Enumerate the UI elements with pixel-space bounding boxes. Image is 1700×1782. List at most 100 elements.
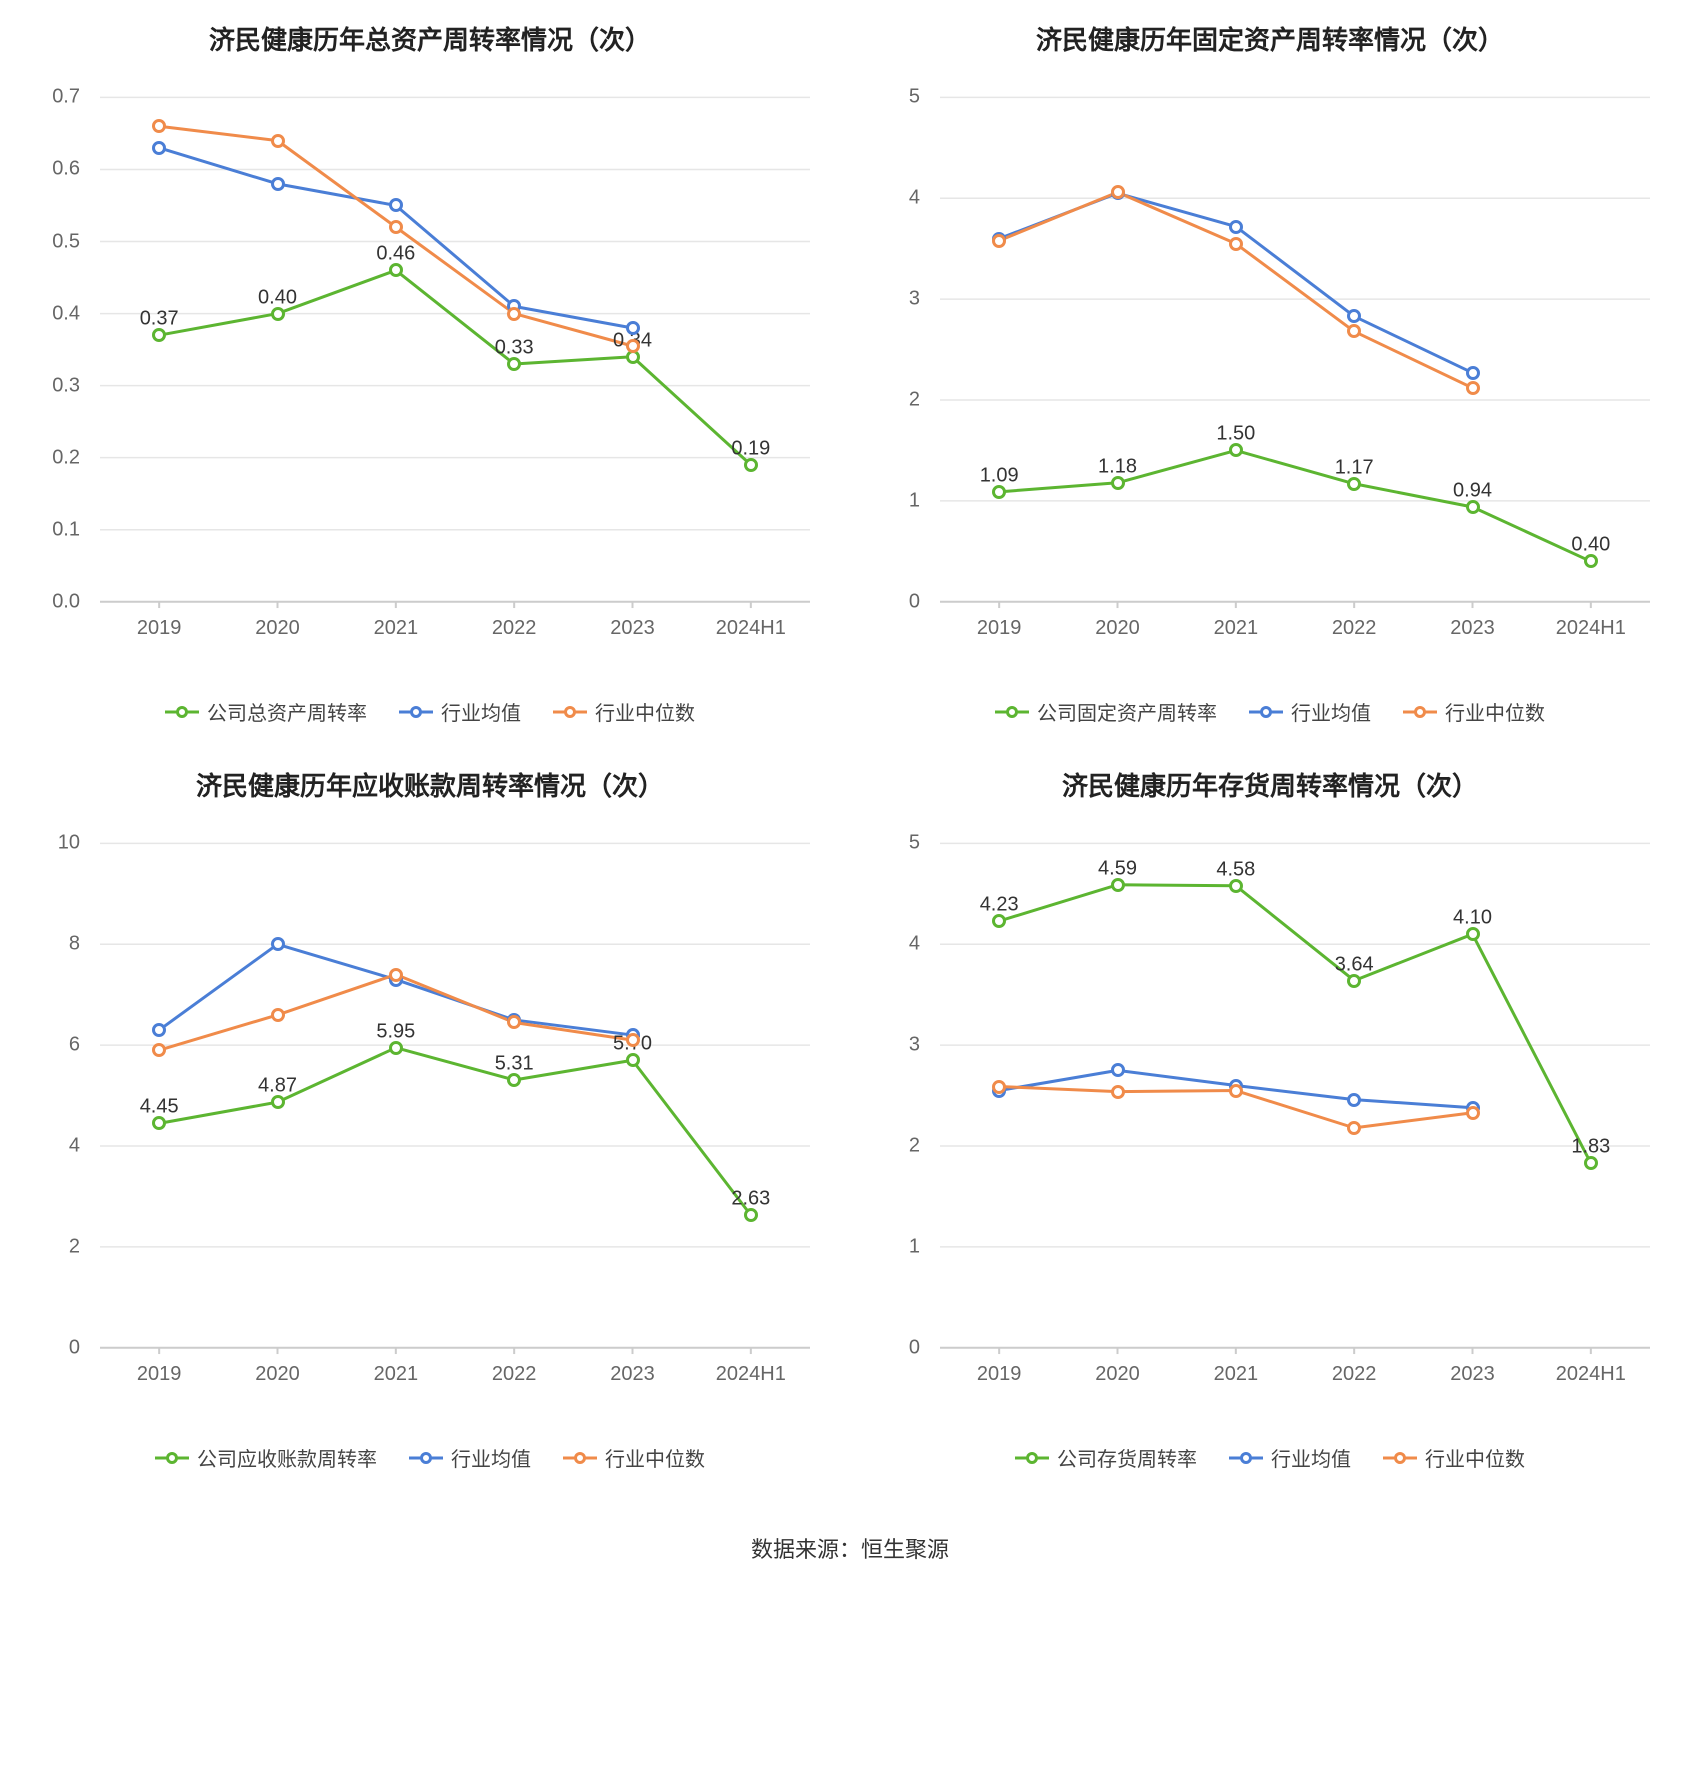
x-axis: 201920202021202220232024H1 [940, 1363, 1650, 1393]
y-tick-label: 1 [909, 489, 920, 512]
data-marker [271, 1008, 285, 1022]
legend-label: 行业中位数 [1425, 1443, 1525, 1472]
data-marker [1466, 1106, 1480, 1120]
x-tick-label: 2020 [255, 617, 300, 640]
data-label: 0.33 [495, 336, 534, 359]
x-tick-label: 2021 [1214, 1363, 1259, 1386]
data-marker [1466, 366, 1480, 380]
data-marker [389, 198, 403, 212]
x-axis: 201920202021202220232024H1 [100, 617, 810, 647]
chart-grid: 济民健康历年总资产周转率情况（次）0.00.10.20.30.40.50.60.… [30, 20, 1670, 1472]
legend-item: 行业中位数 [563, 1443, 705, 1472]
x-tick-label: 2019 [977, 617, 1022, 640]
y-tick-label: 5 [909, 832, 920, 855]
plot-area: 012345201920202021202220232024H11.091.18… [870, 87, 1670, 667]
legend-label: 公司应收账款周转率 [197, 1443, 377, 1472]
legend-label: 公司存货周转率 [1057, 1443, 1197, 1472]
y-tick-label: 0.0 [52, 590, 80, 613]
y-tick-label: 0 [909, 590, 920, 613]
legend-label: 行业中位数 [605, 1443, 705, 1472]
y-axis: 0.00.10.20.30.40.50.60.7 [30, 87, 90, 607]
legend-label: 行业均值 [1271, 1443, 1351, 1472]
legend-label: 行业均值 [1291, 697, 1371, 726]
legend-marker-icon [1249, 705, 1283, 719]
y-tick-label: 8 [69, 933, 80, 956]
data-label: 4.10 [1453, 907, 1492, 930]
legend-marker-icon [1229, 1451, 1263, 1465]
plot: 1.091.181.501.170.940.40 [940, 87, 1650, 607]
x-tick-label: 2021 [374, 1363, 419, 1386]
y-axis: 012345 [870, 87, 930, 607]
data-marker [1229, 220, 1243, 234]
data-label: 0.94 [1453, 479, 1492, 502]
data-marker [1347, 1093, 1361, 1107]
plot: 4.234.594.583.644.101.83 [940, 833, 1650, 1353]
x-tick-label: 2023 [1450, 1363, 1495, 1386]
data-marker [992, 234, 1006, 248]
x-tick-label: 2024H1 [716, 1363, 786, 1386]
legend-marker-icon [995, 705, 1029, 719]
data-label: 3.64 [1335, 953, 1374, 976]
data-marker [507, 1015, 521, 1029]
legend-item: 公司固定资产周转率 [995, 697, 1217, 726]
data-marker [626, 321, 640, 335]
data-label: 0.40 [258, 286, 297, 309]
legend: 公司总资产周转率行业均值行业中位数 [30, 697, 830, 726]
x-tick-label: 2020 [255, 1363, 300, 1386]
legend-marker-icon [1403, 705, 1437, 719]
chart-panel: 济民健康历年总资产周转率情况（次）0.00.10.20.30.40.50.60.… [30, 20, 830, 726]
legend-label: 行业中位数 [595, 697, 695, 726]
chart-title: 济民健康历年固定资产周转率情况（次） [870, 20, 1670, 57]
data-label: 1.83 [1571, 1136, 1610, 1159]
data-label: 0.19 [731, 437, 770, 460]
y-tick-label: 2 [69, 1235, 80, 1258]
marker-layer: 0.370.400.460.330.340.19 [100, 87, 810, 607]
legend-marker-icon [553, 705, 587, 719]
x-tick-label: 2019 [137, 1363, 182, 1386]
data-label: 4.58 [1216, 858, 1255, 881]
x-tick-label: 2023 [610, 1363, 655, 1386]
legend-label: 行业均值 [451, 1443, 531, 1472]
x-tick-label: 2019 [977, 1363, 1022, 1386]
data-marker [271, 177, 285, 191]
data-marker [1347, 1121, 1361, 1135]
data-marker [1111, 1085, 1125, 1099]
legend-marker-icon [399, 705, 433, 719]
x-tick-label: 2022 [492, 617, 537, 640]
legend: 公司存货周转率 行业均值 行业中位数 [870, 1443, 1670, 1472]
x-tick-label: 2022 [492, 1363, 537, 1386]
legend-marker-icon [1383, 1451, 1417, 1465]
legend-label: 公司固定资产周转率 [1037, 697, 1217, 726]
legend-item: 行业均值 [1229, 1443, 1351, 1472]
data-label: 4.23 [980, 893, 1019, 916]
y-tick-label: 0.4 [52, 302, 80, 325]
data-label: 4.87 [258, 1075, 297, 1098]
legend-marker-icon [563, 1451, 597, 1465]
y-tick-label: 5 [909, 86, 920, 109]
legend-label: 行业中位数 [1445, 697, 1545, 726]
data-label: 4.45 [140, 1096, 179, 1119]
data-label: 1.50 [1216, 423, 1255, 446]
data-marker [1347, 309, 1361, 323]
chart-title: 济民健康历年存货周转率情况（次） [870, 766, 1670, 803]
y-tick-label: 4 [69, 1135, 80, 1158]
legend-item: 行业中位数 [553, 697, 695, 726]
x-tick-label: 2019 [137, 617, 182, 640]
x-tick-label: 2021 [1214, 617, 1259, 640]
legend-item: 行业中位数 [1403, 697, 1545, 726]
legend-item: 公司存货周转率 [1015, 1443, 1197, 1472]
x-tick-label: 2024H1 [1556, 617, 1626, 640]
legend-marker-icon [1015, 1451, 1049, 1465]
x-tick-label: 2023 [1450, 617, 1495, 640]
y-tick-label: 3 [909, 1034, 920, 1057]
plot-area: 0.00.10.20.30.40.50.60.7 2019 2020 2021 2022… [30, 87, 830, 667]
data-label: 1.09 [980, 464, 1019, 487]
data-source: 数据来源：恒生聚源 [30, 1532, 1670, 1564]
marker-layer: 1.091.181.501.170.940.40 [940, 87, 1650, 607]
legend-marker-icon [155, 1451, 189, 1465]
x-tick-label: 2020 [1095, 1363, 1140, 1386]
data-marker [1111, 1063, 1125, 1077]
plot: 0.370.400.460.330.340.19 [100, 87, 810, 607]
data-marker [152, 1043, 166, 1057]
x-tick-label: 2021 [374, 617, 419, 640]
